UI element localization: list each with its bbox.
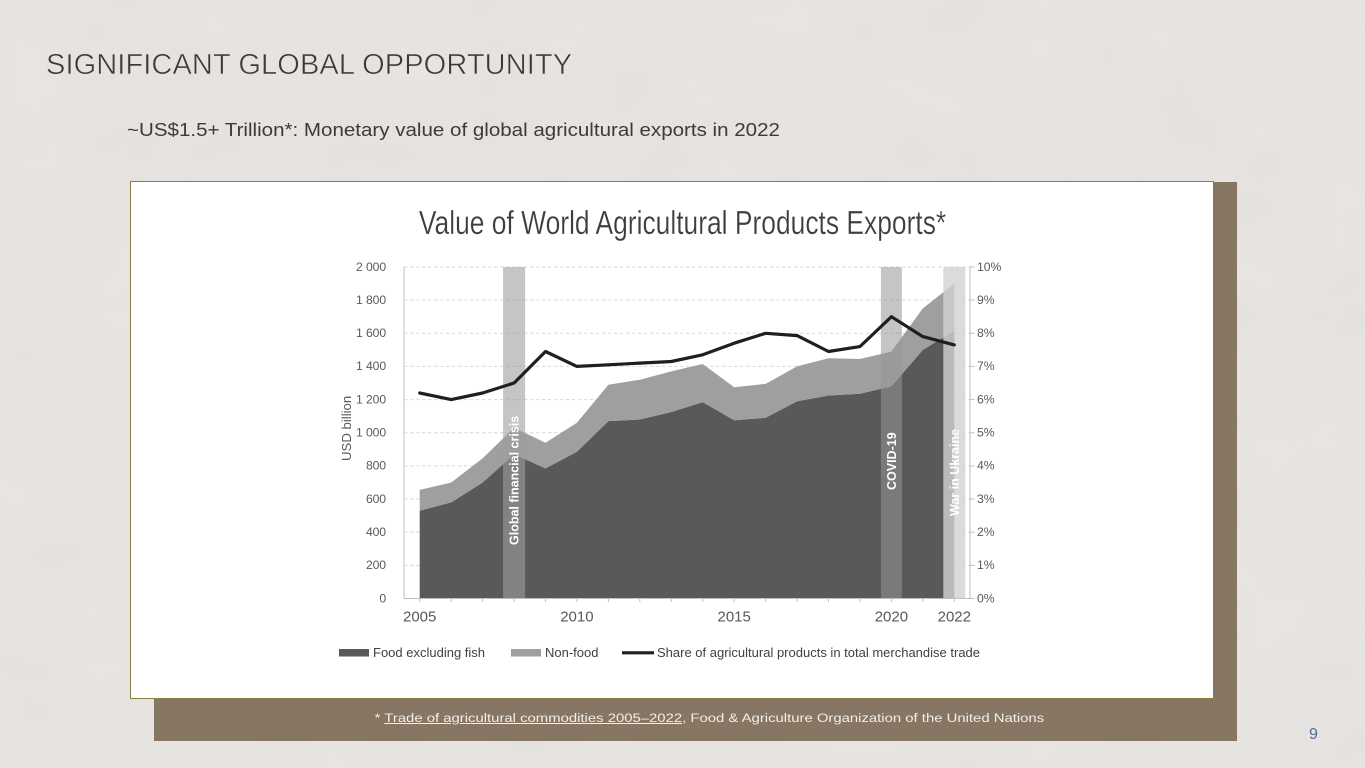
svg-text:6%: 6%	[977, 392, 995, 406]
svg-text:2022: 2022	[938, 609, 971, 626]
svg-text:1 000: 1 000	[356, 426, 386, 440]
svg-text:1 800: 1 800	[356, 293, 386, 307]
svg-text:1 400: 1 400	[356, 359, 386, 373]
svg-text:0: 0	[379, 591, 386, 605]
svg-text:0%: 0%	[977, 591, 995, 605]
svg-text:10%: 10%	[977, 260, 1002, 274]
svg-text:2020: 2020	[875, 609, 908, 626]
svg-text:600: 600	[366, 492, 386, 506]
svg-text:3%: 3%	[977, 492, 995, 506]
svg-text:200: 200	[366, 558, 386, 572]
svg-text:2005: 2005	[403, 609, 436, 626]
svg-text:8%: 8%	[977, 326, 995, 340]
svg-text:2015: 2015	[718, 609, 751, 626]
svg-text:4%: 4%	[977, 459, 995, 473]
svg-text:COVID-19: COVID-19	[885, 432, 899, 490]
svg-text:5%: 5%	[977, 426, 995, 440]
svg-text:Share of agricultural products: Share of agricultural products in total …	[657, 645, 980, 660]
svg-text:1 200: 1 200	[356, 392, 386, 406]
svg-text:9%: 9%	[977, 293, 995, 307]
svg-text:USD billion: USD billion	[339, 396, 354, 461]
svg-text:400: 400	[366, 525, 386, 539]
svg-text:2%: 2%	[977, 525, 995, 539]
svg-text:2 000: 2 000	[356, 260, 386, 274]
svg-text:7%: 7%	[977, 359, 995, 373]
svg-text:2010: 2010	[560, 609, 593, 626]
svg-text:800: 800	[366, 459, 386, 473]
svg-text:War in Ukraine: War in Ukraine	[948, 429, 962, 516]
svg-text:Non-food: Non-food	[545, 645, 598, 660]
svg-text:Food excluding fish: Food excluding fish	[373, 645, 485, 660]
svg-text:Global financial crisis: Global financial crisis	[508, 416, 522, 545]
svg-text:1%: 1%	[977, 558, 995, 572]
svg-text:1 600: 1 600	[356, 326, 386, 340]
